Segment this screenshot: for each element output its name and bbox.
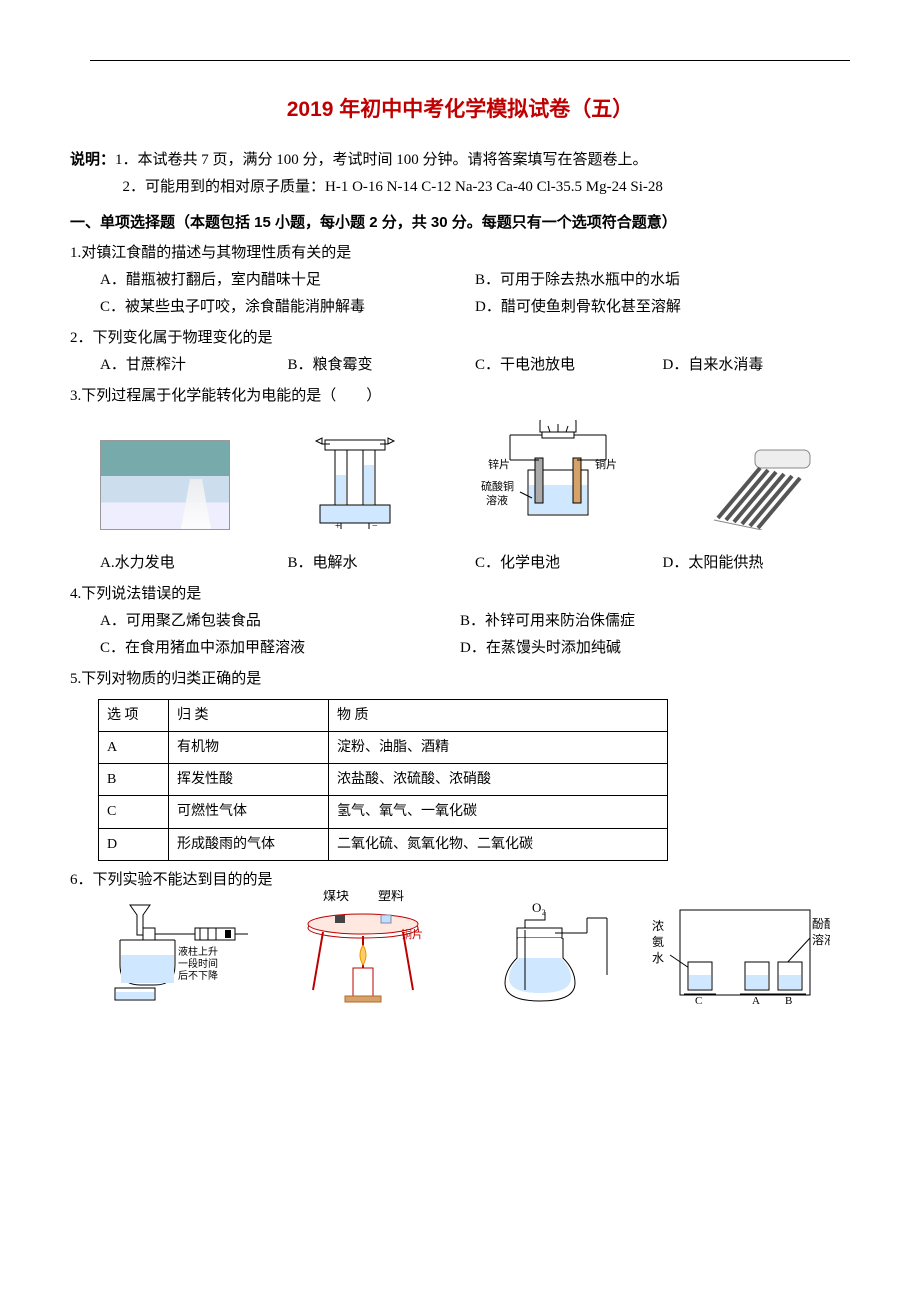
table-row: D 形成酸雨的气体 二氧化硫、氮氧化物、二氧化碳 bbox=[99, 828, 668, 860]
o2-label: O₂ bbox=[532, 900, 546, 915]
q6-stem: 6．下列实验不能达到目的的是 bbox=[70, 867, 850, 894]
q3-fig-battery: 锌片 铜片 硫酸铜 溶液 bbox=[480, 420, 630, 530]
q3-stem: 3.下列过程属于化学能转化为电能的是（ ） bbox=[70, 383, 850, 410]
q5-stem: 5.下列对物质的归类正确的是 bbox=[70, 666, 850, 693]
battery-cell-icon: 锌片 铜片 硫酸铜 溶液 bbox=[480, 420, 630, 530]
q4-opt-a: A．可用聚乙烯包装食品 bbox=[100, 608, 460, 635]
question-1: 1.对镇江食醋的描述与其物理性质有关的是 A．醋瓶被打翻后，室内醋味十足 B．可… bbox=[70, 240, 850, 321]
q4-opt-d: D．在蒸馒头时添加纯碱 bbox=[460, 635, 820, 662]
q6f1-l3: 后不下降 bbox=[178, 969, 218, 982]
q4-opt-c: C．在食用猪血中添加甲醛溶液 bbox=[100, 635, 460, 662]
cell: 形成酸雨的气体 bbox=[169, 828, 329, 860]
cell: 淀粉、油脂、酒精 bbox=[329, 731, 668, 763]
gas-collect-icon: O₂ bbox=[477, 900, 617, 1010]
solar-heater-icon bbox=[700, 440, 820, 530]
q6f1-l2: 一段时间 bbox=[178, 957, 218, 970]
q2-opt-b: B．粮食霉变 bbox=[288, 352, 476, 379]
cell: C bbox=[99, 796, 169, 828]
ammonia-diffusion-icon: 浓 氨 水 酚酞 溶液 C A B bbox=[650, 900, 830, 1010]
burner-copper-icon: 煤块 塑料 铜片 bbox=[283, 890, 443, 1010]
instructions-line2: 2．可能用到的相对原子质量：H-1 O-16 N-14 C-12 Na-23 C… bbox=[70, 174, 850, 201]
cell: 浓盐酸、浓硫酸、浓硝酸 bbox=[329, 764, 668, 796]
question-5: 5.下列对物质的归类正确的是 选 项 归 类 物 质 A 有机物 淀粉、油脂、酒… bbox=[70, 666, 850, 861]
q3-fig-electrolysis: + − bbox=[300, 420, 410, 530]
q3-opt-d: D．太阳能供热 bbox=[663, 550, 851, 577]
q5-h2: 归 类 bbox=[169, 699, 329, 731]
coal-label: 煤块 bbox=[323, 890, 349, 903]
q3-opt-c: C．化学电池 bbox=[475, 550, 663, 577]
question-4: 4.下列说法错误的是 A．可用聚乙烯包装食品 B．补锌可用来防治侏儒症 C．在食… bbox=[70, 581, 850, 662]
instructions-label: 说明： bbox=[70, 152, 115, 168]
nh3-label-2: 氨 bbox=[652, 935, 664, 949]
cell: 可燃性气体 bbox=[169, 796, 329, 828]
page-title: 2019 年初中中考化学模拟试卷（五） bbox=[70, 91, 850, 129]
table-row: A 有机物 淀粉、油脂、酒精 bbox=[99, 731, 668, 763]
cell: 有机物 bbox=[169, 731, 329, 763]
dam-image bbox=[100, 440, 230, 530]
syringe-flask-icon: 液柱上升 一段时间 后不下降 bbox=[100, 900, 250, 1010]
q5-table: 选 项 归 类 物 质 A 有机物 淀粉、油脂、酒精 B 挥发性酸 浓盐酸、浓硫… bbox=[98, 699, 668, 861]
q1-opt-d: D．醋可使鱼刺骨软化甚至溶解 bbox=[475, 294, 850, 321]
q6-fig1: 液柱上升 一段时间 后不下降 bbox=[100, 900, 250, 1010]
q2-opt-c: C．干电池放电 bbox=[475, 352, 663, 379]
q2-opt-d: D．自来水消毒 bbox=[663, 352, 851, 379]
q3-fig-solar bbox=[700, 420, 820, 530]
cell: A bbox=[99, 731, 169, 763]
instructions-block: 说明：1．本试卷共 7 页，满分 100 分，考试时间 100 分钟。请将答案填… bbox=[70, 147, 850, 201]
q4-opt-b: B．补锌可用来防治侏儒症 bbox=[460, 608, 820, 635]
cell: 氢气、氧气、一氧化碳 bbox=[329, 796, 668, 828]
question-6: 6．下列实验不能达到目的的是 液柱上升 bbox=[70, 867, 850, 1010]
beaker-a-label: A bbox=[752, 995, 760, 1007]
cu-label: 铜片 bbox=[595, 457, 617, 471]
q6-fig3: O₂ bbox=[477, 900, 617, 1010]
question-2: 2．下列变化属于物理变化的是 A．甘蔗榨汁 B．粮食霉变 C．干电池放电 D．自… bbox=[70, 325, 850, 379]
svg-text:+: + bbox=[335, 521, 341, 530]
q2-opt-a: A．甘蔗榨汁 bbox=[100, 352, 288, 379]
svg-text:−: − bbox=[372, 521, 378, 530]
q5-h3: 物 质 bbox=[329, 699, 668, 731]
phph-label-1: 酚酞 bbox=[812, 916, 830, 931]
table-row: 选 项 归 类 物 质 bbox=[99, 699, 668, 731]
sol-label: 硫酸铜 bbox=[481, 479, 514, 493]
q1-opt-b: B．可用于除去热水瓶中的水垢 bbox=[475, 267, 850, 294]
q6-fig2: 煤块 塑料 铜片 bbox=[283, 900, 443, 1010]
q1-opt-a: A．醋瓶被打翻后，室内醋味十足 bbox=[100, 267, 475, 294]
cell: B bbox=[99, 764, 169, 796]
sol2-label: 溶液 bbox=[486, 493, 508, 507]
q6f1-l1: 液柱上升 bbox=[178, 945, 218, 958]
beaker-b-label: B bbox=[785, 995, 792, 1007]
question-3: 3.下列过程属于化学能转化为电能的是（ ） + − bbox=[70, 383, 850, 577]
table-row: B 挥发性酸 浓盐酸、浓硫酸、浓硝酸 bbox=[99, 764, 668, 796]
q3-opt-b: B．电解水 bbox=[288, 550, 476, 577]
instructions-line1-text: 1．本试卷共 7 页，满分 100 分，考试时间 100 分钟。请将答案填写在答… bbox=[115, 152, 648, 168]
q5-h1: 选 项 bbox=[99, 699, 169, 731]
q4-stem: 4.下列说法错误的是 bbox=[70, 581, 850, 608]
cell: D bbox=[99, 828, 169, 860]
cell: 挥发性酸 bbox=[169, 764, 329, 796]
q1-stem: 1.对镇江食醋的描述与其物理性质有关的是 bbox=[70, 240, 850, 267]
phph-label-2: 溶液 bbox=[812, 932, 830, 947]
q3-opt-a: A.水力发电 bbox=[100, 550, 288, 577]
nh3-label-1: 浓 bbox=[652, 919, 664, 933]
nh3-label-3: 水 bbox=[652, 951, 664, 965]
q3-fig-dam bbox=[100, 420, 230, 530]
zn-label: 锌片 bbox=[488, 457, 510, 471]
q1-opt-c: C．被某些虫子叮咬，涂食醋能消肿解毒 bbox=[100, 294, 475, 321]
section1-heading: 一、单项选择题（本题包括 15 小题，每小题 2 分，共 30 分。每题只有一个… bbox=[70, 209, 850, 236]
cell: 二氧化硫、氮氧化物、二氧化碳 bbox=[329, 828, 668, 860]
q2-stem: 2．下列变化属于物理变化的是 bbox=[70, 325, 850, 352]
top-rule bbox=[90, 60, 850, 61]
table-row: C 可燃性气体 氢气、氧气、一氧化碳 bbox=[99, 796, 668, 828]
instructions-line1: 说明：1．本试卷共 7 页，满分 100 分，考试时间 100 分钟。请将答案填… bbox=[70, 147, 850, 174]
electrolysis-icon: + − bbox=[300, 430, 410, 530]
plastic-label: 塑料 bbox=[378, 890, 404, 903]
beaker-c-label: C bbox=[695, 995, 702, 1007]
q6-fig4: 浓 氨 水 酚酞 溶液 C A B bbox=[650, 900, 830, 1010]
